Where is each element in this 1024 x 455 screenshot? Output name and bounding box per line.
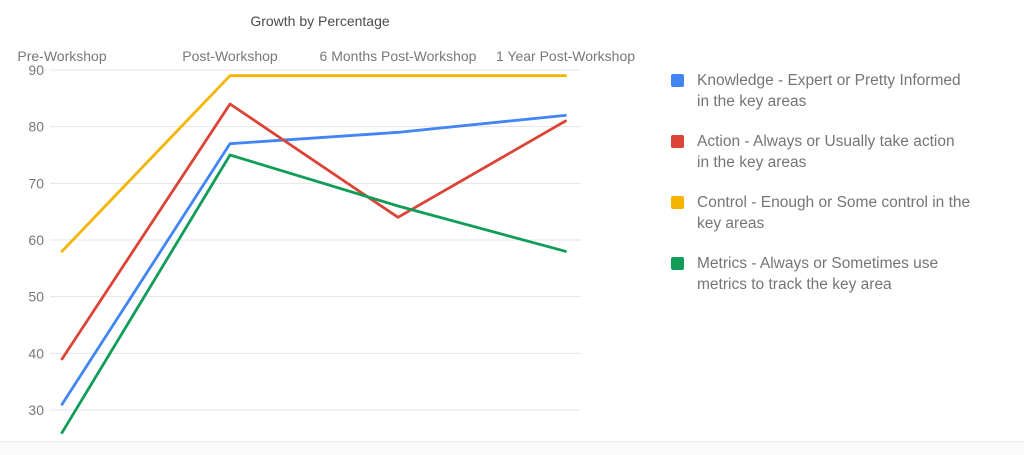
series-line-knowledge — [60, 113, 567, 406]
y-axis-tick-label: 40 — [28, 345, 44, 361]
y-axis-tick-label: 60 — [28, 232, 44, 248]
y-axis-tick-label: 30 — [28, 402, 44, 418]
y-axis-tick-label: 80 — [28, 119, 44, 135]
series-line-control — [60, 74, 567, 253]
x-axis-category-label: 6 Months Post-Workshop — [320, 48, 477, 64]
chart-legend: Knowledge - Expert or Pretty Informed in… — [671, 70, 1016, 295]
y-axis-tick-label: 50 — [28, 289, 44, 305]
legend-item-control: Control - Enough or Some control in the … — [671, 192, 1016, 234]
legend-label: Control - Enough or Some control in the … — [697, 194, 971, 232]
legend-item-metrics: Metrics - Always or Sometimes use metric… — [671, 253, 1016, 295]
series-line-metrics — [60, 153, 567, 435]
legend-color-swatch — [671, 196, 684, 209]
x-axis-category-label: Pre-Workshop — [17, 48, 106, 64]
legend-item-knowledge: Knowledge - Expert or Pretty Informed in… — [671, 70, 1016, 112]
legend-label: Metrics - Always or Sometimes use metric… — [697, 255, 939, 293]
legend-label: Action - Always or Usually take action i… — [697, 133, 955, 171]
y-axis-tick-label: 70 — [28, 175, 44, 191]
x-axis-category-label: 1 Year Post-Workshop — [496, 48, 635, 64]
legend-color-swatch — [671, 257, 684, 270]
legend-item-action: Action - Always or Usually take action i… — [671, 131, 1016, 173]
x-axis-category-label: Post-Workshop — [182, 48, 278, 64]
chart-title: Growth by Percentage — [250, 13, 390, 29]
legend-color-swatch — [671, 74, 684, 87]
series-line-action — [60, 102, 567, 361]
legend-color-swatch — [671, 135, 684, 148]
y-axis-tick-label: 90 — [28, 62, 44, 78]
bottom-strip — [0, 441, 1024, 455]
legend-label: Knowledge - Expert or Pretty Informed in… — [697, 72, 961, 110]
